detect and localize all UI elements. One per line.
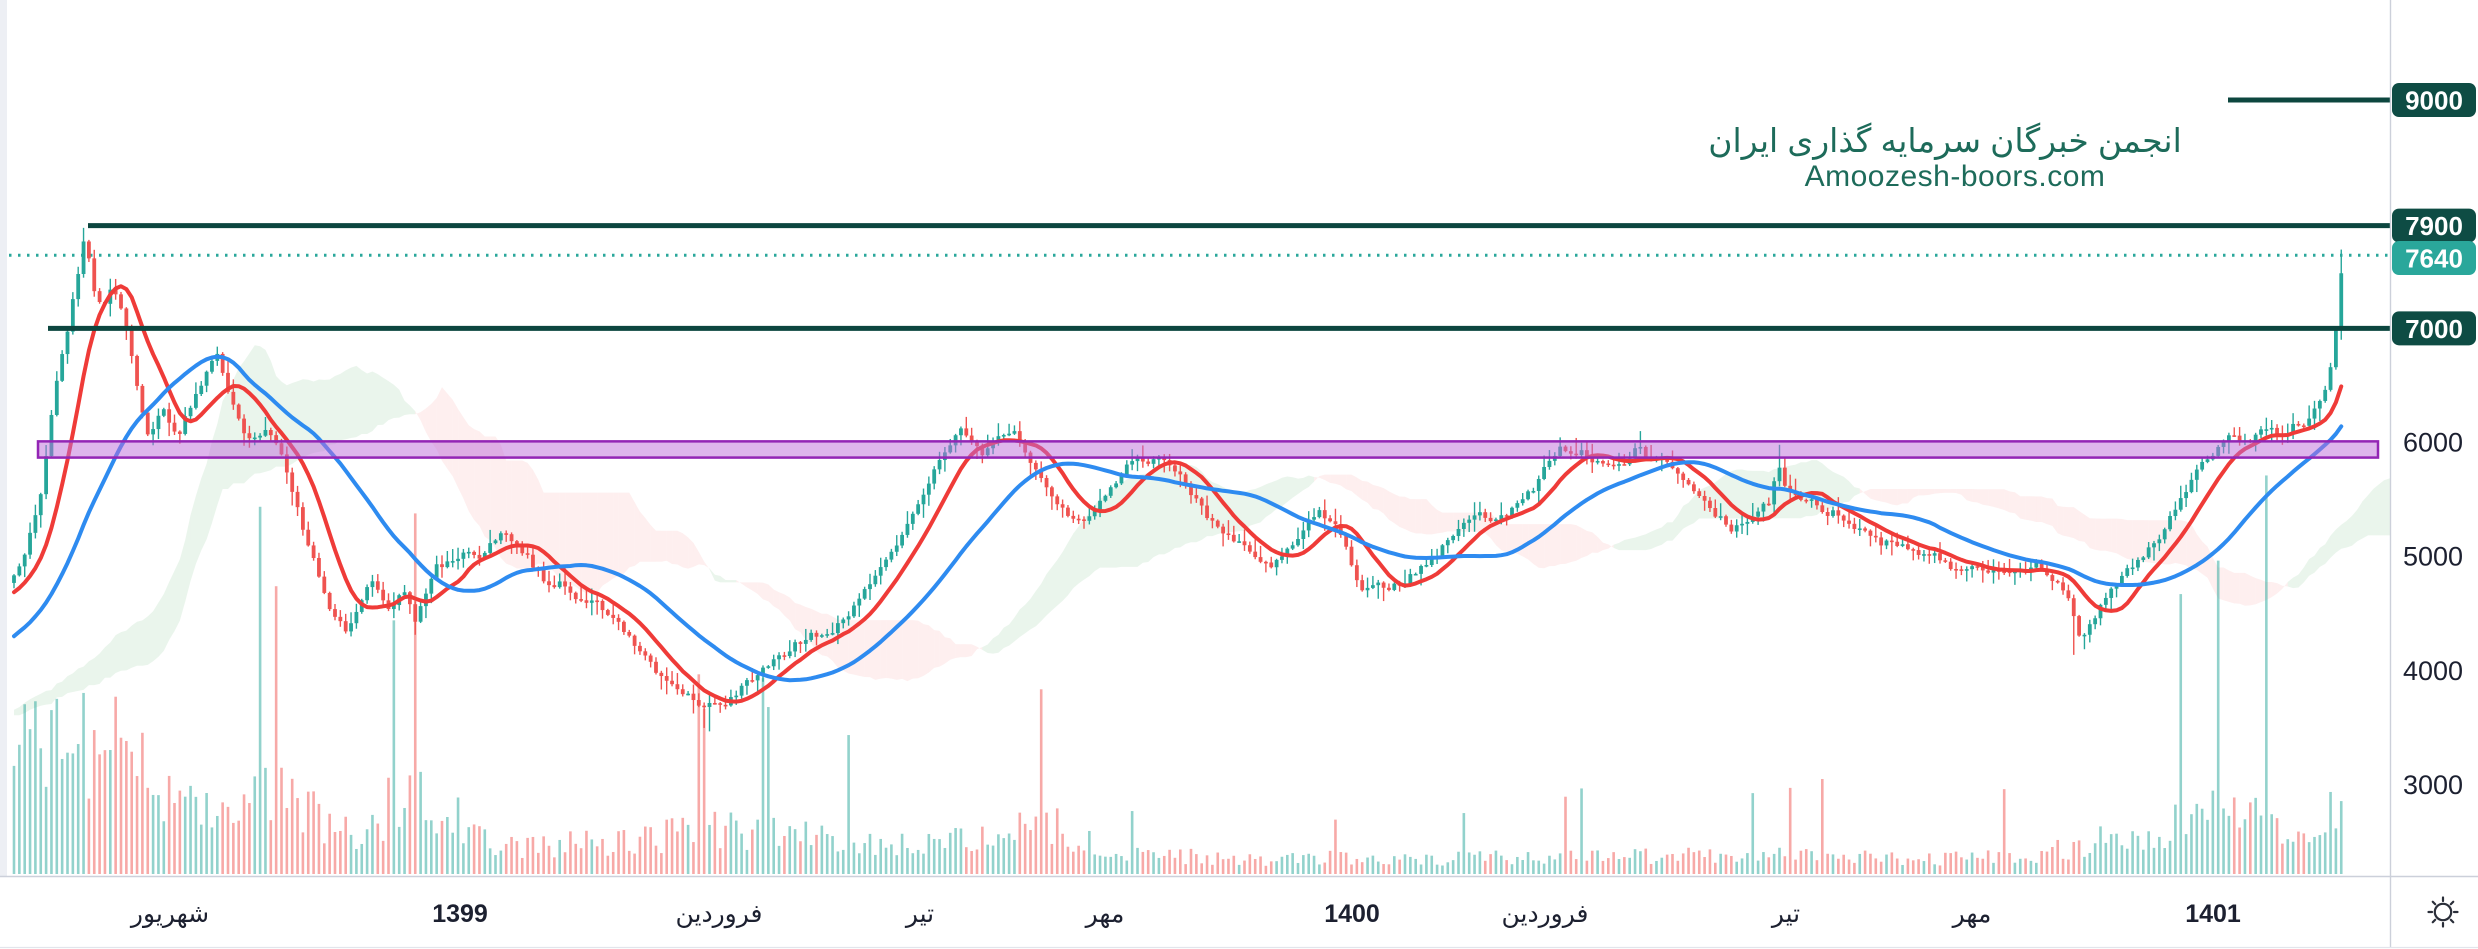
price-badge-text-7000: 7000	[2405, 314, 2463, 344]
price-band-6000[interactable]	[36, 440, 2380, 459]
x-axis-label-4: مهر	[1084, 900, 1125, 929]
watermark-line2: Amoozesh-boors.com	[1805, 160, 2106, 193]
price-badge-7640	[2392, 241, 2476, 275]
x-axis-label-8: مهر	[1951, 900, 1992, 929]
x-axis-label-6: فروردین	[1501, 900, 1588, 929]
y-axis-label-3000: 3000	[2403, 770, 2463, 800]
x-axis-label-5: 1400	[1324, 900, 1380, 928]
ma-fast-line	[12, 284, 2344, 704]
y-axis-label-4000: 4000	[2403, 656, 2463, 686]
volume-bars-layer	[12, 475, 2343, 874]
x-axis-label-3: تیر	[904, 900, 934, 928]
price-badge-7000	[2392, 311, 2476, 346]
x-axis-labels: شهریور 1399 فروردین تیر مهر 1400 فروردین تیر مهر…	[129, 900, 2241, 929]
x-axis-label-2: فروردین	[675, 900, 762, 929]
time-axis[interactable]	[0, 876, 2478, 949]
x-axis-label-9: 1401	[2185, 900, 2241, 928]
y-axis-label-6000: 6000	[2403, 428, 2463, 458]
y-axis-label-5000: 5000	[2403, 542, 2463, 572]
price-badge-text-7640: 7640	[2405, 244, 2463, 274]
price-badge-text-9000: 9000	[2405, 86, 2463, 116]
ma-slow-line	[12, 354, 2344, 683]
x-axis-label-0: شهریور	[129, 900, 209, 929]
x-axis-label-7: تیر	[1770, 900, 1800, 928]
x-axis-label-1: 1399	[432, 900, 488, 928]
left-edge-strip	[0, 0, 7, 949]
price-badge-7900	[2392, 208, 2476, 243]
price-axis[interactable]	[2391, 0, 2478, 949]
watermark-line1: انجمن خبرگان سرمایه گذاری ایران	[1708, 122, 2182, 160]
ichimoku-cloud	[14, 345, 2390, 716]
price-badge-9000	[2392, 83, 2476, 117]
y-axis-labels: 6000 5000 4000 3000	[2403, 428, 2463, 801]
sun-icon[interactable]	[2427, 896, 2459, 928]
price-badge-text-7900: 7900	[2405, 211, 2463, 241]
